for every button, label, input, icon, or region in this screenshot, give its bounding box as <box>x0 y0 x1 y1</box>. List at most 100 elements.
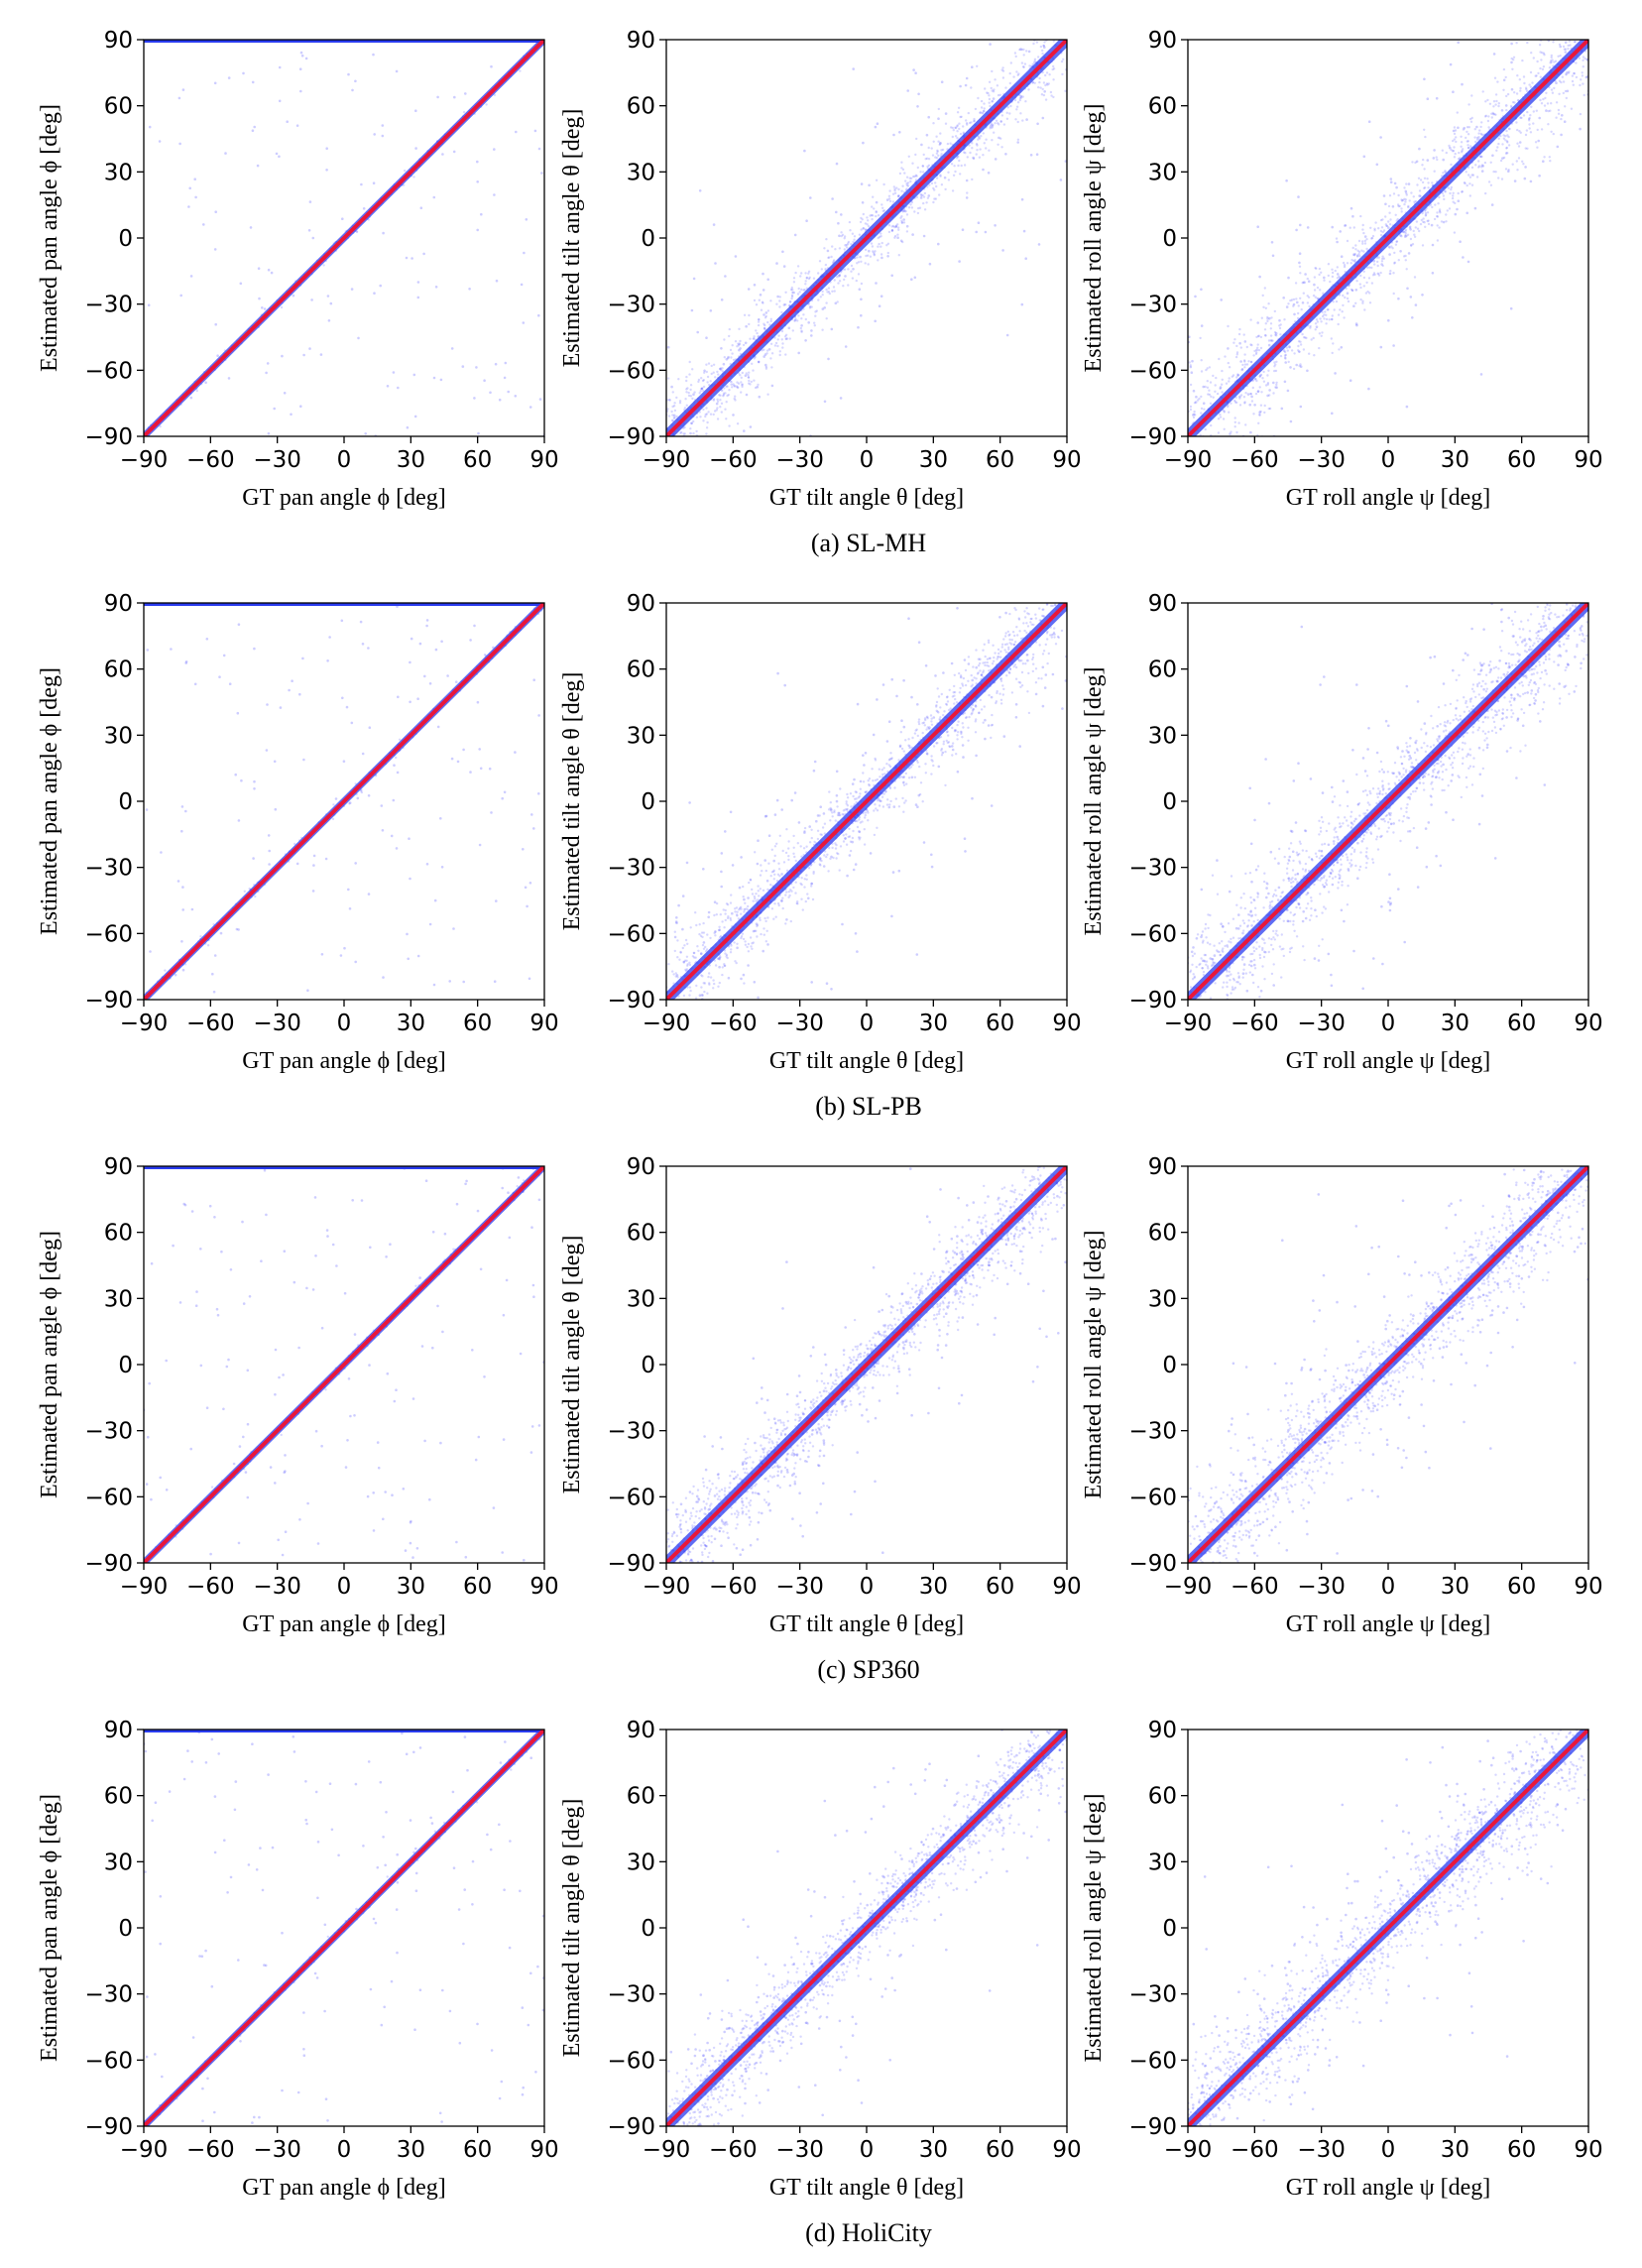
scatter-point <box>1027 88 1030 91</box>
scatter-outlier <box>1490 203 1494 206</box>
scatter-outlier <box>1572 25 1575 28</box>
scatter-outlier <box>964 850 967 853</box>
scatter-outlier <box>1041 704 1045 708</box>
scatter-point <box>866 790 869 793</box>
scatter-point <box>1583 7 1584 9</box>
scatter-point <box>1204 427 1207 431</box>
scatter-point <box>1312 294 1316 298</box>
scatter-point <box>976 144 979 147</box>
scatter-point <box>913 732 917 735</box>
scatter-point <box>836 813 840 817</box>
scatter-point <box>1582 56 1585 59</box>
scatter-point <box>1370 282 1374 285</box>
scatter-point <box>762 927 765 930</box>
scatter-outlier <box>146 649 150 652</box>
scatter-point <box>1544 36 1546 38</box>
scatter-point <box>871 205 874 208</box>
scatter-point <box>762 322 765 325</box>
scatter-point <box>862 772 865 775</box>
scatter-point <box>1051 67 1054 71</box>
scatter-point <box>983 142 986 145</box>
scatter-point <box>1495 149 1498 152</box>
scatter-point <box>1402 230 1406 233</box>
scatter-point <box>715 913 718 916</box>
scatter-point <box>877 214 880 217</box>
scatter-outlier <box>898 131 901 134</box>
scatter-point <box>1297 304 1300 307</box>
scatter-point <box>946 142 950 146</box>
scatter-point <box>854 819 857 823</box>
scatter-point <box>977 664 981 667</box>
scatter-point <box>859 220 863 224</box>
scatter-point <box>1297 349 1300 352</box>
scatter-outlier <box>361 643 365 646</box>
scatter-point <box>1555 31 1557 33</box>
scatter-outlier <box>1367 120 1371 123</box>
scatter-outlier <box>942 671 945 674</box>
scatter-outlier <box>977 221 981 224</box>
scatter-point <box>1031 32 1033 34</box>
scatter-point <box>935 705 938 708</box>
scatter-point <box>900 215 903 218</box>
scatter-outlier <box>1298 252 1302 255</box>
scatter-point <box>880 232 882 235</box>
scatter-outlier <box>720 298 724 301</box>
scatter-point <box>1238 397 1241 400</box>
scatter-outlier <box>483 379 486 383</box>
scatter-point <box>954 729 958 732</box>
scatter-point <box>1044 643 1048 647</box>
scatter-point <box>1447 186 1451 189</box>
scatter-point <box>754 896 757 900</box>
scatter-point <box>1358 283 1362 286</box>
scatter-outlier <box>1240 368 1243 372</box>
scatter-point <box>1506 134 1509 137</box>
scatter-point <box>800 317 803 320</box>
scatter-point <box>1209 402 1213 405</box>
scatter-point <box>1488 102 1492 106</box>
x-tick-label: 30 <box>397 447 425 473</box>
scatter-outlier <box>320 953 324 956</box>
scatter-point <box>982 110 986 113</box>
scatter-point <box>967 679 970 682</box>
scatter-point <box>700 986 703 989</box>
scatter-point <box>955 753 958 756</box>
scatter-point <box>804 272 807 275</box>
scatter-point <box>1411 161 1414 164</box>
scatter-point <box>902 209 905 212</box>
scatter-outlier <box>677 903 680 907</box>
scatter-outlier <box>1014 703 1018 706</box>
scatter-point <box>932 186 935 190</box>
scatter-outlier <box>1205 502 1208 505</box>
scatter-outlier <box>1457 126 1460 130</box>
scatter-point <box>1032 653 1035 657</box>
scatter-outlier <box>1407 252 1411 255</box>
scatter-outlier <box>432 376 436 380</box>
scatter-point <box>994 652 997 655</box>
scatter-point <box>1365 247 1368 251</box>
scatter-point <box>1212 374 1215 378</box>
reference-line <box>144 603 544 1000</box>
scatter-outlier <box>1362 155 1366 159</box>
scatter-point <box>821 826 825 829</box>
scatter-point <box>1438 209 1442 213</box>
scatter-outlier <box>1480 164 1484 167</box>
scatter-point <box>743 313 747 316</box>
scatter-point <box>848 220 852 224</box>
scatter-point <box>903 801 906 804</box>
scatter-point <box>1507 169 1510 172</box>
scatter-outlier <box>405 256 409 260</box>
scatter-point <box>845 246 849 249</box>
scatter-outlier <box>687 481 690 484</box>
scatter-point <box>1208 389 1211 392</box>
scatter-outlier <box>1411 316 1414 319</box>
scatter-outlier <box>537 792 540 795</box>
scatter-point <box>1196 478 1198 480</box>
scatter-outlier <box>381 124 385 127</box>
scatter-point <box>688 373 691 376</box>
scatter-point <box>1546 102 1550 105</box>
scatter-point <box>885 803 889 806</box>
scatter-point <box>784 922 787 925</box>
scatter-point <box>1000 114 1004 117</box>
scatter-point <box>936 150 939 153</box>
scatter-point <box>1441 149 1445 152</box>
